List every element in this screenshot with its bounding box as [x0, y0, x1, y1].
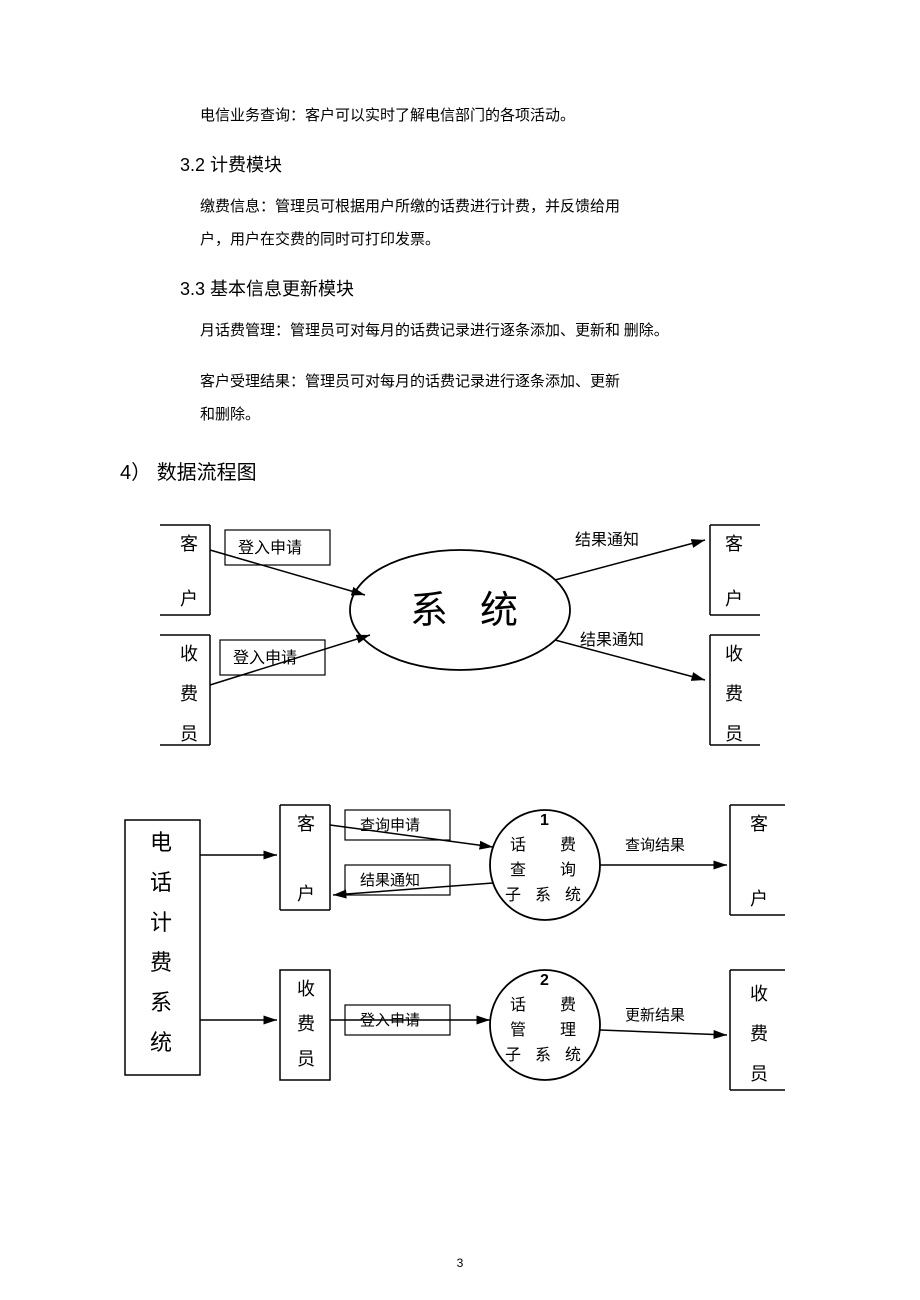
- node-label: 电: [150, 830, 172, 855]
- edge-label: 结果通知: [580, 631, 644, 649]
- node-label: 户: [725, 589, 743, 609]
- node-label: 子: [505, 886, 521, 904]
- page-number: 3: [0, 1256, 920, 1270]
- node-label: 费: [297, 1014, 315, 1034]
- paragraph: 电信业务查询：客户可以实时了解电信部门的各项活动。: [200, 100, 780, 133]
- node-label: 计: [150, 910, 172, 935]
- node-label: 费: [725, 684, 743, 704]
- node-label: 系: [410, 590, 448, 632]
- node-label: 户: [297, 884, 315, 904]
- flowchart-svg: 客 户 收 费 员 客 户 收 费 员 系 统: [150, 505, 770, 765]
- paragraph: 户，用户在交费的同时可打印发票。: [200, 224, 780, 257]
- heading-text: 计费模块: [210, 155, 282, 175]
- node-label: 子: [505, 1046, 521, 1064]
- node-label: 员: [750, 1064, 768, 1084]
- node-label: 客: [297, 814, 315, 834]
- node-label: 收: [750, 984, 768, 1004]
- edge-label: 结果通知: [360, 872, 420, 889]
- heading-4: 4） 数据流程图: [120, 456, 800, 485]
- node-label: 费: [750, 1024, 768, 1044]
- heading-3-2: 3.2 计费模块: [180, 151, 800, 177]
- node-label: 收: [297, 979, 315, 999]
- node-label: 收: [180, 644, 198, 664]
- node-number: 1: [540, 812, 549, 829]
- heading-3-3: 3.3 基本信息更新模块: [180, 275, 800, 301]
- node-number: 2: [540, 972, 549, 989]
- node-label: 客: [180, 534, 198, 554]
- paragraph: 和删除。: [200, 399, 780, 432]
- paragraph: 客户受理结果：管理员可对每月的话费记录进行逐条添加、更新: [200, 366, 780, 399]
- process-node: [350, 550, 570, 670]
- node-label: 员: [297, 1049, 315, 1069]
- heading-text: 基本信息更新模块: [210, 279, 354, 299]
- node-label: 话: [510, 996, 526, 1014]
- node-label: 统: [480, 590, 518, 632]
- node-label: 统: [150, 1030, 172, 1055]
- paragraph: 缴费信息：管理员可根据用户所缴的话费进行计费，并反馈给用: [200, 191, 780, 224]
- node-label: 系: [535, 1046, 551, 1064]
- flowchart-svg: 电 话 计 费 系 统 客 户 收 费 员 客 户: [120, 795, 800, 1095]
- edge-label: 登入申请: [238, 539, 302, 557]
- node-label: 系: [150, 990, 172, 1015]
- edge-label: 结果通知: [575, 531, 639, 549]
- node-label: 收: [725, 644, 743, 664]
- flowchart-diagram-2: 电 话 计 费 系 统 客 户 收 费 员 客 户: [120, 795, 800, 1095]
- flowchart-diagram-1: 客 户 收 费 员 客 户 收 费 员 系 统: [150, 505, 770, 765]
- node-label: 费: [180, 684, 198, 704]
- edge-label: 查询结果: [625, 837, 685, 854]
- node-label: 查: [510, 861, 526, 879]
- edge-label: 更新结果: [625, 1007, 685, 1024]
- node-label: 费: [560, 996, 576, 1014]
- node-label: 户: [180, 589, 198, 609]
- document-page: 电信业务查询：客户可以实时了解电信部门的各项活动。 3.2 计费模块 缴费信息：…: [0, 0, 920, 1300]
- heading-text: 数据流程图: [157, 462, 257, 484]
- node-label: 客: [750, 814, 768, 834]
- node-label: 话: [510, 836, 526, 854]
- node-label: 理: [560, 1022, 576, 1039]
- node-label: 员: [725, 724, 743, 744]
- node-label: 费: [150, 950, 172, 975]
- node-label: 统: [565, 1046, 581, 1064]
- edge-label: 查询申请: [360, 817, 420, 834]
- node-label: 话: [150, 870, 172, 895]
- heading-number: 3.3: [180, 279, 205, 299]
- edge-label: 登入申请: [233, 649, 297, 667]
- node-label: 管: [510, 1021, 526, 1039]
- node-label: 统: [565, 886, 581, 904]
- node-label: 系: [535, 886, 551, 904]
- paragraph: 月话费管理：管理员可对每月的话费记录进行逐条添加、更新和 删除。: [200, 315, 780, 348]
- node-label: 员: [180, 724, 198, 744]
- heading-number: 3.2: [180, 155, 205, 175]
- heading-number: 4）: [120, 462, 151, 484]
- node-label: 询: [560, 861, 576, 879]
- node-label: 户: [750, 889, 768, 909]
- node-label: 费: [560, 836, 576, 854]
- node-label: 客: [725, 534, 743, 554]
